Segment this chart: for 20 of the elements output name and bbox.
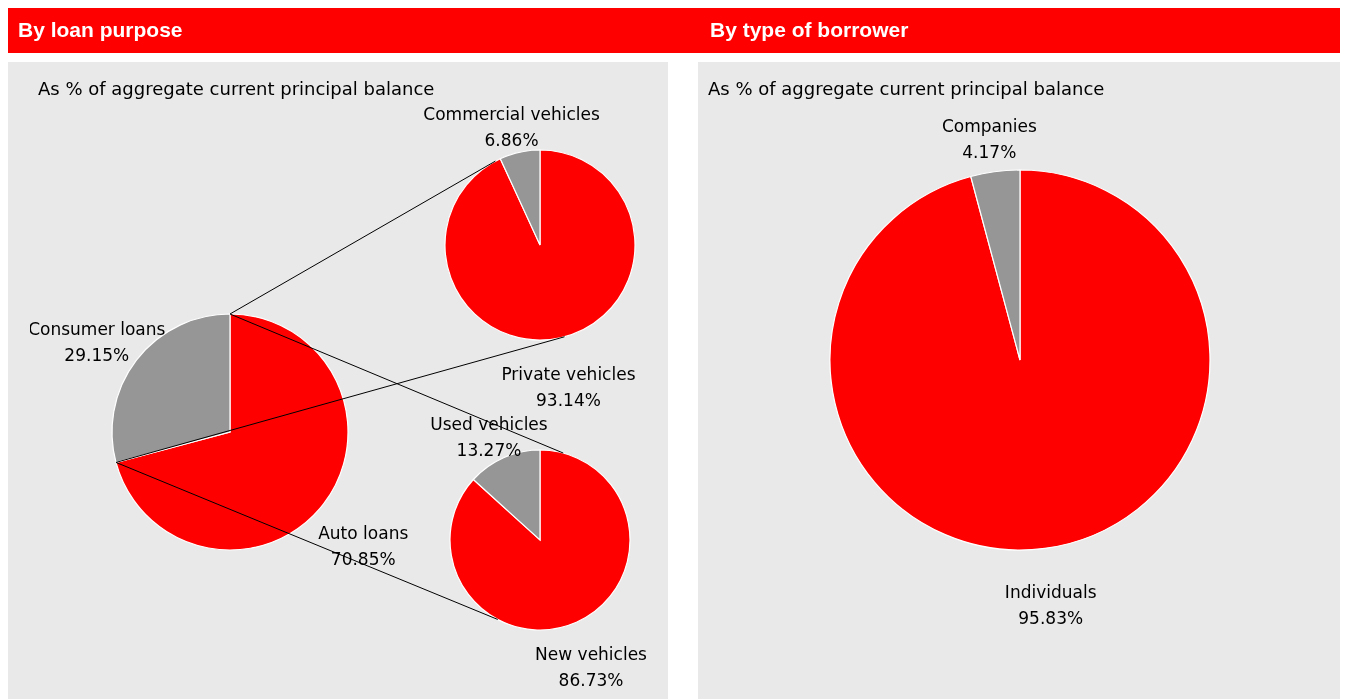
chart-title: By type of borrower	[710, 18, 909, 42]
data-label: 93.14%	[536, 389, 601, 410]
data-label: 4.17%	[962, 142, 1017, 163]
data-label: 29.15%	[64, 344, 130, 365]
chart-title: By loan purpose	[18, 18, 183, 42]
slice-label: Individuals	[1004, 581, 1097, 602]
pie-slice	[829, 169, 1211, 551]
pie-slice	[444, 149, 636, 341]
data-label: 6.86%	[484, 130, 539, 151]
chart-subtitle: As % of aggregate current principal balance	[38, 78, 435, 99]
data-label: 13.27%	[456, 439, 522, 460]
slice-label: Commercial vehicles	[423, 104, 600, 125]
data-label: 95.83%	[1018, 607, 1084, 628]
slice-label: Private vehicles	[501, 363, 636, 384]
slice-label: New vehicles	[535, 644, 648, 665]
data-label: 86.73%	[558, 670, 624, 691]
chart-subtitle: As % of aggregate current principal balance	[708, 78, 1105, 99]
slice-label: Companies	[941, 116, 1037, 137]
slice-label: Auto loans	[318, 523, 409, 544]
slice-label: Consumer loans	[28, 318, 166, 339]
